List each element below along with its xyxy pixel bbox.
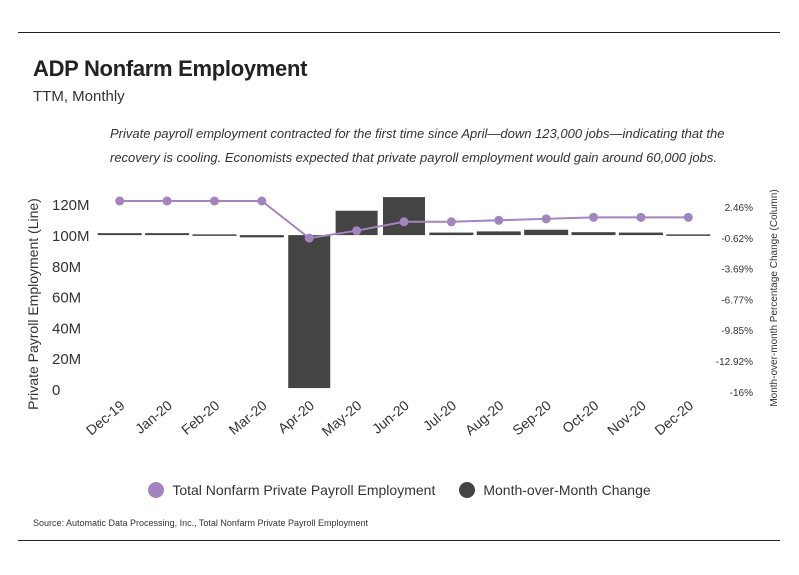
x-axis-tick-label: Mar-20	[226, 397, 270, 438]
bar	[145, 233, 190, 236]
y2-axis-tick-label: -12.92%	[716, 357, 753, 368]
line-point	[683, 212, 693, 222]
y-axis-tick-label: 0	[52, 382, 60, 399]
line-point	[446, 217, 456, 227]
x-axis-tick-label: Apr-20	[275, 397, 318, 436]
y-axis-label: Private Payroll Employment (Line)	[25, 198, 41, 410]
line-point	[115, 196, 125, 206]
legend-item-line[interactable]: Total Nonfarm Private Payroll Employment	[148, 482, 435, 498]
line-point	[162, 196, 172, 206]
y2-axis-tick-label: 2.46%	[725, 203, 753, 214]
line-point	[494, 215, 504, 225]
bar	[383, 197, 425, 236]
line-point	[636, 212, 646, 222]
y2-axis-tick-label: -3.69%	[721, 265, 753, 276]
x-axis-tick-label: Jul-20	[420, 397, 460, 434]
y-axis-tick-label: 120M	[52, 197, 90, 214]
y-axis-tick-label: 60M	[52, 290, 81, 307]
line-point	[257, 196, 267, 206]
line-point	[589, 212, 599, 222]
x-axis-tick-label: Jan-20	[132, 397, 175, 437]
line-point	[541, 214, 551, 224]
top-rule	[18, 32, 780, 33]
line-point	[352, 226, 362, 236]
bar	[476, 231, 521, 236]
y2-axis-tick-label: -16%	[730, 388, 753, 399]
legend-swatch-bars	[459, 482, 476, 498]
bar	[239, 235, 284, 238]
source-note: Source: Automatic Data Processing, Inc.,…	[33, 518, 368, 528]
bar	[524, 229, 569, 236]
chart-subtitle: TTM, Monthly	[33, 88, 125, 105]
bar	[666, 234, 711, 236]
x-axis-tick-label: Jun-20	[369, 397, 412, 437]
legend-swatch-line	[148, 482, 165, 498]
x-axis-tick-label: May-20	[318, 397, 364, 439]
legend-label-line: Total Nonfarm Private Payroll Employment	[172, 482, 436, 498]
x-axis-tick-label: Feb-20	[178, 397, 222, 438]
x-axis-tick-label: Aug-20	[462, 397, 507, 438]
bar	[192, 234, 237, 236]
legend: Total Nonfarm Private Payroll Employment…	[0, 482, 799, 498]
y-axis-tick-label: 80M	[52, 259, 81, 276]
chart-title: ADP Nonfarm Employment	[33, 56, 308, 81]
y-axis-tick-label: 40M	[52, 320, 81, 337]
y-axis-tick-label: 20M	[52, 351, 81, 368]
bar	[429, 232, 474, 236]
y-axis-tick-label: 100M	[52, 228, 90, 245]
y2-axis-label: Month-over-month Percentage Change (Colu…	[769, 189, 780, 406]
x-axis-tick-label: Oct-20	[559, 397, 602, 436]
bar	[571, 232, 616, 236]
bar	[97, 233, 142, 236]
y2-axis-tick-label: -6.77%	[721, 295, 753, 306]
line-point	[304, 233, 314, 243]
x-axis-tick-label: Dec-20	[651, 397, 696, 438]
line-point	[399, 217, 409, 227]
x-axis-tick-label: Sep-20	[509, 397, 554, 438]
legend-label-bars: Month-over-Month Change	[483, 482, 651, 498]
line-point	[209, 196, 219, 206]
chart-annotation: Private payroll employment contracted fo…	[110, 126, 725, 165]
x-axis-tick-label: Nov-20	[604, 397, 649, 438]
bar	[288, 235, 331, 389]
bar	[618, 232, 663, 236]
x-axis-tick-label: Dec-19	[83, 397, 128, 438]
y2-axis-tick-label: -9.85%	[721, 326, 753, 337]
y2-axis-tick-label: -0.62%	[721, 234, 753, 245]
legend-item-bars[interactable]: Month-over-Month Change	[459, 482, 651, 498]
bottom-rule	[18, 540, 780, 541]
